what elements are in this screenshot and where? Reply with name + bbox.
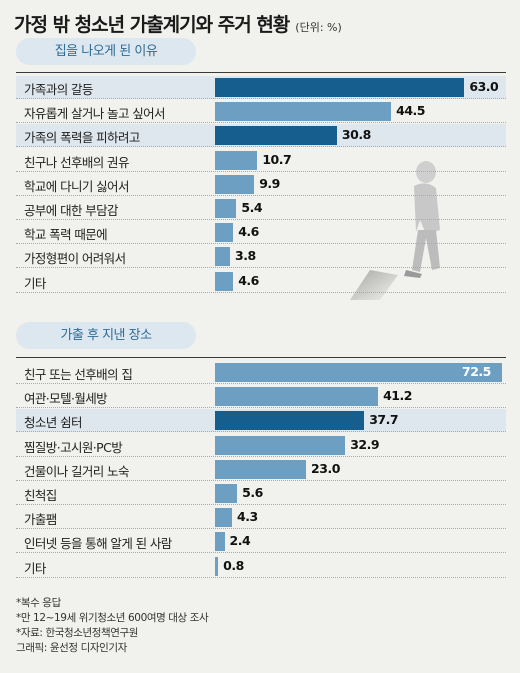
category-label: 친구 또는 선후배의 집 (24, 367, 133, 382)
category-label: 가족의 폭력을 피하려고 (24, 130, 140, 146)
section-divider (16, 357, 506, 358)
bar (215, 556, 219, 576)
category-label: 가정형편이 어려워서 (24, 251, 126, 267)
value-label: 5.6 (242, 485, 263, 500)
value-label: 72.5 (462, 364, 491, 379)
category-label: 기타 (24, 275, 46, 291)
bar-row: 가족의 폭력을 피하려고 30.8 (16, 124, 506, 148)
footnote-graphic-credit: 그래픽: 윤선정 디자인기자 (16, 642, 127, 654)
bar (215, 247, 231, 267)
bar (215, 174, 255, 194)
category-label: 학교 폭력 때문에 (24, 227, 108, 243)
value-label: 4.3 (237, 509, 258, 525)
value-label: 63.0 (469, 79, 499, 94)
bar (215, 484, 238, 503)
bar-row: 기타 4.6 (16, 270, 506, 293)
bar-row: 청소년 쉼터 37.7 (16, 409, 506, 433)
category-label: 건물이나 길거리 노숙 (24, 463, 129, 479)
bar (215, 126, 337, 146)
bar (215, 199, 237, 218)
category-label: 학교에 다니기 싫어서 (24, 178, 129, 194)
value-label: 0.8 (223, 557, 244, 573)
value-label: 9.9 (259, 175, 280, 191)
value-label: 4.6 (238, 224, 259, 240)
bar-row: 자유롭게 살거나 놀고 싶어서 44.5 (16, 100, 506, 124)
value-label: 10.7 (262, 151, 292, 167)
category-label: 자유롭게 살거나 놀고 싶어서 (24, 106, 166, 122)
value-label: 37.7 (369, 412, 399, 428)
value-label: 32.9 (350, 436, 380, 452)
value-label: 41.2 (383, 388, 412, 404)
value-label: 2.4 (229, 533, 251, 549)
bar (215, 150, 258, 170)
bar-row: 친구나 선후배의 권유 10.7 (16, 149, 506, 172)
bar-row: 가정형편이 어려워서 3.8 (16, 245, 506, 269)
section-title-1: 집을 나오게 된 이유 (16, 38, 196, 65)
bar (215, 411, 365, 431)
bar-row: 인터넷 등을 통해 알게 된 사람 2.4 (16, 530, 506, 554)
value-label: 23.0 (311, 460, 340, 476)
bar (215, 532, 225, 552)
bar (215, 102, 392, 122)
bar (215, 271, 234, 291)
category-label: 여관·모텔·월세방 (24, 391, 108, 407)
section-title-2: 가출 후 지낸 장소 (16, 322, 196, 349)
chart-title: 가정 밖 청소년 가출계기와 주거 현황 (단위: %) (14, 10, 342, 37)
bar-row: 가족과의 갈등 63.0 (16, 76, 506, 99)
value-label: 3.8 (235, 248, 256, 264)
bar-row: 가출팸 4.3 (16, 506, 506, 530)
bar (215, 459, 307, 479)
value-label: 4.6 (238, 272, 259, 288)
category-label: 친척집 (24, 488, 57, 503)
bar-row: 친구 또는 선후배의 집 72.5 (16, 361, 506, 384)
footnote-survey: *만 12~19세 위기청소년 600여명 대상 조사 (16, 612, 209, 624)
bar (215, 223, 234, 243)
bar (215, 508, 233, 528)
category-label: 가족과의 갈등 (24, 82, 93, 97)
bar-row: 기타 0.8 (16, 555, 506, 578)
section-divider (16, 72, 506, 73)
value-label: 5.4 (241, 200, 263, 215)
chart-title-text: 가정 밖 청소년 가출계기와 주거 현황 (14, 14, 290, 36)
footnote-source: *자료: 한국청소년정책연구원 (16, 627, 139, 639)
bar (215, 435, 346, 455)
category-label: 가출팸 (24, 512, 57, 528)
bar-row: 친척집 5.6 (16, 482, 506, 505)
category-label: 찜질방·고시원·PC방 (24, 439, 123, 455)
bar-row: 공부에 대한 부담감 5.4 (16, 197, 506, 220)
bar (215, 387, 379, 407)
footnotes: *복수 응답 *만 12~19세 위기청소년 600여명 대상 조사 *자료: … (16, 596, 209, 656)
category-label: 인터넷 등을 통해 알게 된 사람 (24, 536, 172, 552)
category-label: 공부에 대한 부담감 (24, 203, 119, 218)
bar-row: 여관·모텔·월세방 41.2 (16, 385, 506, 409)
bar-row: 학교에 다니기 싫어서 9.9 (16, 173, 506, 196)
bar-row: 건물이나 길거리 노숙 23.0 (16, 458, 506, 481)
footnote-multiple-response: *복수 응답 (16, 597, 61, 609)
unit-label: (단위: %) (295, 21, 342, 34)
bar-row: 찜질방·고시원·PC방 32.9 (16, 434, 506, 457)
bar (215, 363, 502, 382)
bar-row: 학교 폭력 때문에 4.6 (16, 221, 506, 245)
category-label: 친구나 선후배의 권유 (24, 154, 129, 170)
category-label: 청소년 쉼터 (24, 415, 82, 431)
category-label: 기타 (24, 560, 46, 576)
bar (215, 78, 465, 97)
value-label: 44.5 (396, 103, 425, 119)
value-label: 30.8 (341, 127, 371, 143)
